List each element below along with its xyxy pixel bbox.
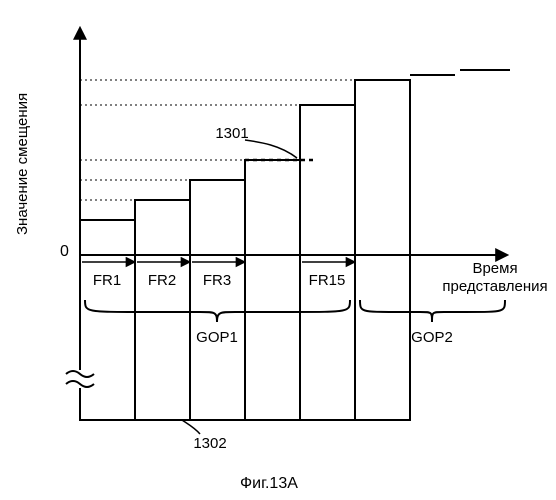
bar-fr3 bbox=[190, 180, 245, 420]
bar-fr4 bbox=[245, 160, 300, 420]
x-axis-label: Время представления bbox=[435, 260, 555, 296]
callout-1302: 1302 bbox=[193, 435, 226, 452]
fr15-label: FR15 bbox=[309, 272, 346, 289]
fr2-label: FR2 bbox=[148, 272, 176, 289]
gop2-label: GOP2 bbox=[411, 329, 453, 346]
zero-label: 0 bbox=[60, 243, 69, 261]
leader-1302 bbox=[182, 420, 200, 434]
fr3-label: FR3 bbox=[203, 272, 231, 289]
gop1-label: GOP1 bbox=[196, 329, 238, 346]
y-axis-label: Значение смещения bbox=[14, 93, 31, 235]
bar-fr1 bbox=[80, 220, 135, 420]
bar-gop2-first bbox=[355, 80, 410, 420]
axis-break-icon bbox=[66, 370, 94, 388]
bar-fr2 bbox=[135, 200, 190, 420]
figure-caption: Фиг.13A bbox=[240, 475, 298, 493]
fr1-label: FR1 bbox=[93, 272, 121, 289]
callout-1301: 1301 bbox=[215, 125, 248, 142]
leader-1301 bbox=[245, 140, 297, 158]
diagram-svg: FR1 FR2 FR3 FR15 GOP1 GOP2 1301 1302 bbox=[0, 0, 556, 500]
